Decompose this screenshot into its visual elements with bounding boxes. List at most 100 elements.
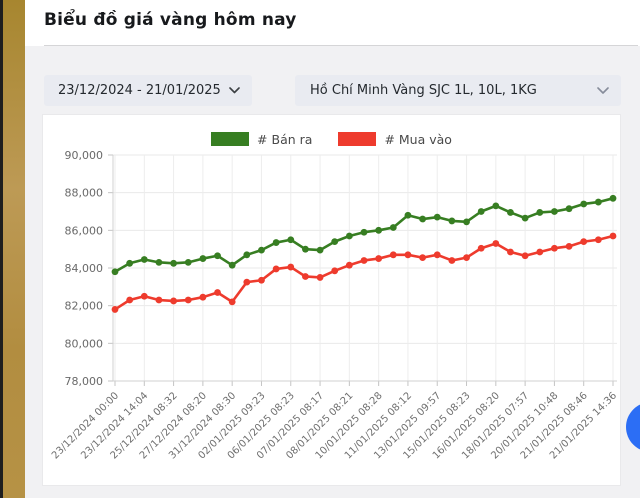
data-point[interactable] xyxy=(419,254,426,262)
data-point[interactable] xyxy=(111,306,119,313)
y-axis-tick-label: 84,000 xyxy=(65,262,104,275)
data-point[interactable] xyxy=(214,289,221,296)
chevron-down-icon xyxy=(229,87,240,94)
data-point[interactable] xyxy=(155,296,163,304)
data-point[interactable] xyxy=(184,258,192,266)
data-point[interactable] xyxy=(580,200,588,208)
data-point[interactable] xyxy=(140,292,148,300)
chevron-down-icon xyxy=(597,86,609,95)
market-select[interactable]: Hồ Chí Minh Vàng SJC 1L, 10L, 1KG xyxy=(295,75,621,106)
gold-sidebar-stripe xyxy=(3,0,25,498)
data-point[interactable] xyxy=(126,259,134,267)
date-range-picker[interactable]: 23/12/2024 - 21/01/2025 xyxy=(44,75,252,106)
data-point[interactable] xyxy=(507,209,514,216)
data-point[interactable] xyxy=(243,251,251,259)
y-axis-tick-label: 90,000 xyxy=(65,150,104,162)
y-axis-tick-label: 82,000 xyxy=(65,300,104,313)
data-point[interactable] xyxy=(609,232,617,240)
data-point[interactable] xyxy=(492,202,500,210)
page-title: Biểu đồ giá vàng hôm nay xyxy=(44,10,297,30)
data-point[interactable] xyxy=(580,238,588,246)
data-point[interactable] xyxy=(243,278,251,286)
data-point[interactable] xyxy=(331,267,339,275)
data-point[interactable] xyxy=(287,236,295,244)
data-point[interactable] xyxy=(228,298,236,306)
data-point[interactable] xyxy=(272,265,280,273)
data-point[interactable] xyxy=(536,248,544,256)
data-point[interactable] xyxy=(126,296,134,304)
data-point[interactable] xyxy=(199,293,207,301)
data-point[interactable] xyxy=(492,240,500,247)
data-point[interactable] xyxy=(316,274,324,281)
main-content: Biểu đồ giá vàng hôm nay 23/12/2024 - 21… xyxy=(25,0,640,498)
y-axis-tick-label: 80,000 xyxy=(65,337,104,350)
data-point[interactable] xyxy=(331,238,339,246)
data-point[interactable] xyxy=(609,194,617,202)
page-header: Biểu đồ giá vàng hôm nay xyxy=(25,0,640,46)
data-point[interactable] xyxy=(565,205,573,213)
chart-card: # Bán ra # Mua vào 78,000 80,000 82,000 84,… xyxy=(42,114,621,486)
data-point[interactable] xyxy=(463,218,470,226)
data-point[interactable] xyxy=(433,213,441,221)
data-point[interactable] xyxy=(419,215,426,223)
data-point[interactable] xyxy=(521,214,529,222)
data-point[interactable] xyxy=(345,261,353,269)
data-point[interactable] xyxy=(360,228,368,236)
legend-item-mua-vao[interactable]: # Mua vào xyxy=(338,132,452,147)
data-point[interactable] xyxy=(404,251,412,259)
legend-item-ban-ra[interactable]: # Bán ra xyxy=(211,132,312,147)
market-select-value: Hồ Chí Minh Vàng SJC 1L, 10L, 1KG xyxy=(310,83,537,98)
data-point[interactable] xyxy=(258,276,265,284)
data-point[interactable] xyxy=(521,252,529,260)
data-point[interactable] xyxy=(316,246,324,254)
data-point[interactable] xyxy=(111,268,119,276)
data-point[interactable] xyxy=(375,255,383,262)
legend-swatch-sell xyxy=(211,132,250,146)
data-point[interactable] xyxy=(170,297,177,305)
data-point[interactable] xyxy=(287,263,295,271)
y-axis-tick-label: 86,000 xyxy=(65,224,104,237)
data-point[interactable] xyxy=(463,254,470,262)
data-point[interactable] xyxy=(565,242,573,250)
data-point[interactable] xyxy=(228,261,236,269)
data-point[interactable] xyxy=(477,244,485,252)
data-point[interactable] xyxy=(214,252,221,260)
data-point[interactable] xyxy=(536,209,544,216)
data-point[interactable] xyxy=(258,246,265,254)
data-point[interactable] xyxy=(507,248,514,256)
y-axis-tick-label: 88,000 xyxy=(65,187,104,200)
legend-swatch-buy xyxy=(338,132,377,146)
header-divider xyxy=(44,45,638,46)
data-point[interactable] xyxy=(551,244,558,252)
data-point[interactable] xyxy=(302,245,309,253)
data-point[interactable] xyxy=(345,232,353,240)
data-point[interactable] xyxy=(170,259,177,267)
data-point[interactable] xyxy=(360,257,368,264)
window-edge xyxy=(0,0,3,498)
data-point[interactable] xyxy=(389,251,397,259)
data-point[interactable] xyxy=(375,226,383,234)
data-point[interactable] xyxy=(199,255,207,262)
data-point[interactable] xyxy=(448,257,456,264)
data-point[interactable] xyxy=(302,273,309,280)
data-point[interactable] xyxy=(594,198,602,206)
data-point[interactable] xyxy=(272,239,280,246)
chart-controls: 23/12/2024 - 21/01/2025 Hồ Chí Minh Vàng… xyxy=(44,75,621,106)
data-point[interactable] xyxy=(184,296,192,304)
data-point[interactable] xyxy=(551,208,558,215)
data-point[interactable] xyxy=(594,236,602,244)
y-axis-tick-label: 78,000 xyxy=(65,375,104,388)
legend-label-buy: # Mua vào xyxy=(384,131,452,147)
data-point[interactable] xyxy=(155,258,163,266)
gold-price-line-chart[interactable]: 78,000 80,000 82,000 84,000 86,000 88,000 90,0… xyxy=(43,150,620,486)
chart-legend: # Bán ra # Mua vào xyxy=(43,115,620,150)
data-point[interactable] xyxy=(404,211,412,219)
date-range-value: 23/12/2024 - 21/01/2025 xyxy=(58,83,221,98)
data-point[interactable] xyxy=(140,256,148,263)
floating-action-button[interactable] xyxy=(626,402,640,452)
data-point[interactable] xyxy=(389,224,397,231)
data-point[interactable] xyxy=(448,217,456,225)
data-point[interactable] xyxy=(477,208,485,215)
legend-label-sell: # Bán ra xyxy=(257,131,313,147)
data-point[interactable] xyxy=(433,251,441,259)
